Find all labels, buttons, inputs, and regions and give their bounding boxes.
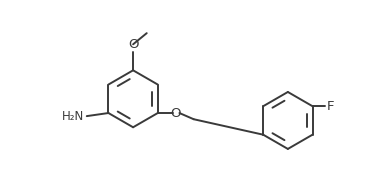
Text: O: O bbox=[170, 107, 180, 120]
Text: F: F bbox=[327, 100, 334, 113]
Text: H₂N: H₂N bbox=[62, 110, 84, 123]
Text: O: O bbox=[128, 37, 138, 50]
